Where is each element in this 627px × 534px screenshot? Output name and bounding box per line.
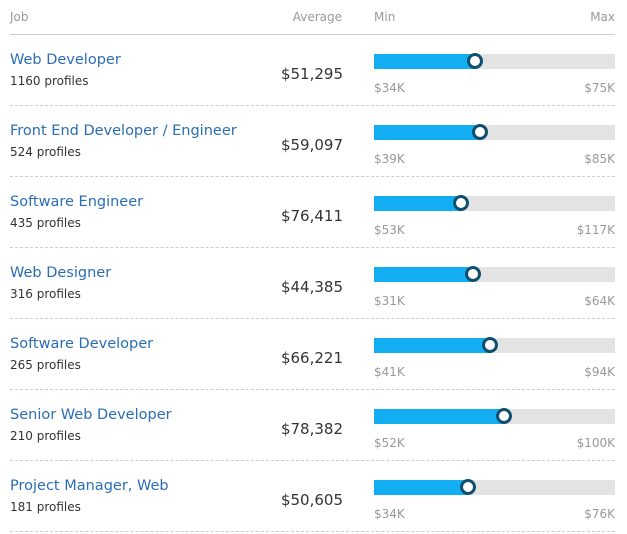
min-salary: $53K [374,223,405,237]
profile-count: 1160 profiles [10,74,89,88]
job-title-link[interactable]: Software Developer [10,336,154,352]
job-title-link[interactable]: Web Developer [10,52,121,68]
profile-count: 435 profiles [10,216,81,230]
salary-range-bar [374,479,615,495]
average-salary: $50,605 [280,491,343,509]
header-average: Average [292,10,342,24]
max-salary: $85K [584,152,615,166]
salary-range-bar [374,124,615,140]
min-salary: $39K [374,152,405,166]
max-salary: $64K [584,294,615,308]
average-salary: $51,295 [280,65,343,83]
average-marker [481,337,498,353]
average-marker [472,124,489,140]
salary-range-bar [374,266,615,282]
range-fill [374,409,505,424]
salary-range-bar [374,337,615,353]
average-marker [467,53,484,69]
range-fill [374,267,473,282]
job-title-link[interactable]: Senior Web Developer [10,407,172,423]
profile-count: 316 profiles [10,287,81,301]
average-salary: $44,385 [280,278,343,296]
min-salary: $52K [374,436,405,450]
table-row: Software Developer 265 profiles $66,221 … [10,319,615,390]
job-title-link[interactable]: Front End Developer / Engineer [10,123,237,139]
range-fill [374,338,490,353]
min-salary: $41K [374,365,405,379]
max-salary: $100K [576,436,615,450]
header-min: Min [374,10,396,24]
average-marker [452,195,469,211]
table-header: Job Average Min Max [10,0,615,35]
job-title-link[interactable]: Software Engineer [10,194,144,210]
max-salary: $94K [584,365,615,379]
average-marker [496,408,513,424]
min-salary: $34K [374,81,405,95]
table-row: Web Developer 1160 profiles $51,295 $34K… [10,35,615,106]
table-row: Software Engineer 435 profiles $76,411 $… [10,177,615,248]
profile-count: 524 profiles [10,145,81,159]
salary-range-bar [374,53,615,69]
max-salary: $117K [576,223,615,237]
average-salary: $66,221 [280,349,343,367]
header-max: Max [590,10,615,24]
table-row: Project Manager, Web 181 profiles $50,60… [10,461,615,532]
profile-count: 265 profiles [10,358,81,372]
average-marker [459,479,476,495]
header-job: Job [10,10,29,24]
range-fill [374,196,461,211]
range-fill [374,480,468,495]
min-salary: $34K [374,507,405,521]
job-title-link[interactable]: Web Designer [10,265,112,281]
average-salary: $78,382 [280,420,343,438]
salary-range-bar [374,195,615,211]
average-marker [464,266,481,282]
table-row: Front End Developer / Engineer 524 profi… [10,106,615,177]
max-salary: $76K [584,507,615,521]
min-salary: $31K [374,294,405,308]
profile-count: 210 profiles [10,429,81,443]
table-row: Senior Web Developer 210 profiles $78,38… [10,390,615,461]
max-salary: $75K [584,81,615,95]
salary-range-bar [374,408,615,424]
table-row: Web Designer 316 profiles $44,385 $31K $… [10,248,615,319]
profile-count: 181 profiles [10,500,81,514]
average-salary: $76,411 [280,207,343,225]
range-fill [374,125,481,140]
range-fill [374,54,476,69]
average-salary: $59,097 [280,136,343,154]
job-title-link[interactable]: Project Manager, Web [10,478,169,494]
